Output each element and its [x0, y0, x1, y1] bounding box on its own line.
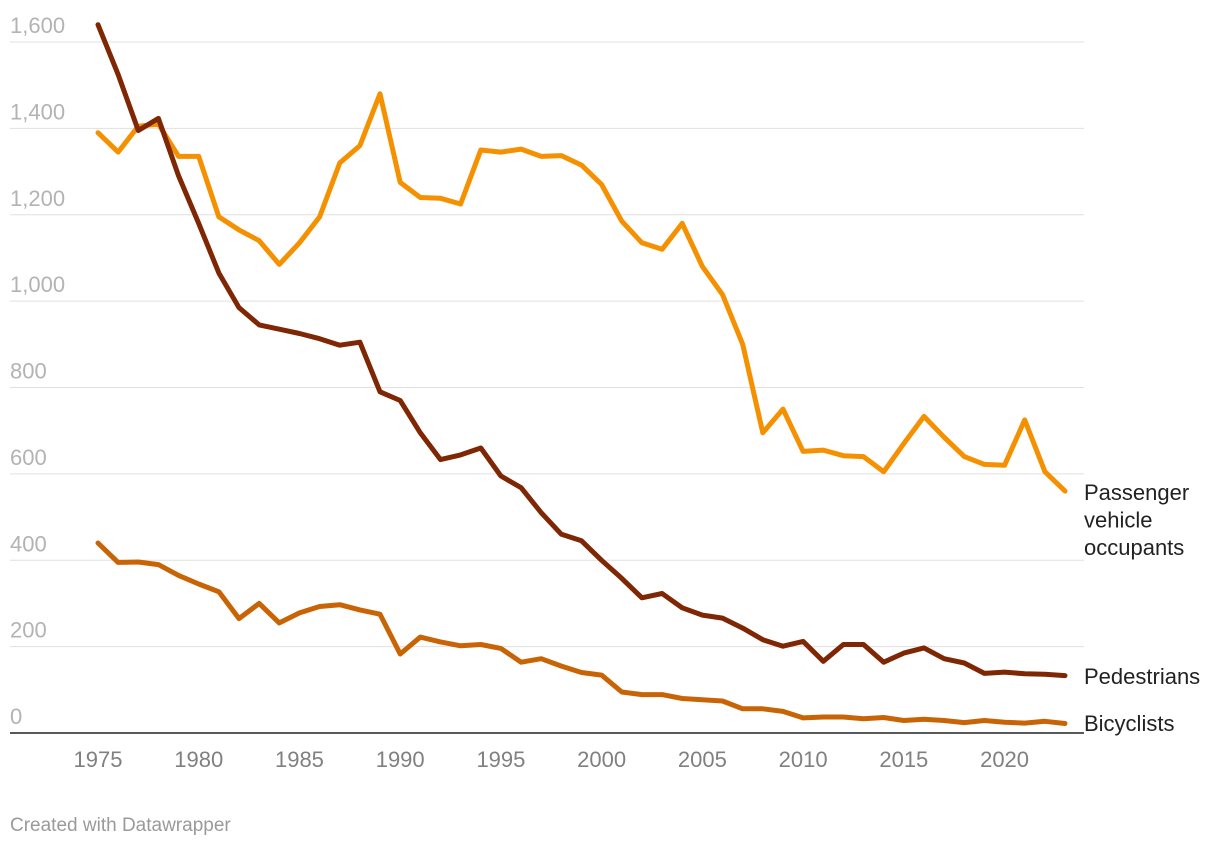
y-tick-label: 1,600: [10, 13, 65, 38]
x-tick-label: 1980: [174, 747, 223, 772]
y-tick-label: 1,200: [10, 186, 65, 211]
x-tick-label: 2000: [577, 747, 626, 772]
series-label-bicyclists: Bicyclists: [1084, 711, 1174, 736]
y-tick-label: 800: [10, 359, 47, 384]
series-label-pedestrians: Pedestrians: [1084, 664, 1200, 689]
series-line-bicyclists: [95, 540, 1068, 726]
series-line-pedestrians: [95, 22, 1068, 679]
y-tick-label: 1,000: [10, 272, 65, 297]
y-tick-label: 0: [10, 704, 22, 729]
x-tick-label: 1975: [74, 747, 123, 772]
y-tick-label: 400: [10, 531, 47, 556]
grid-lines: [10, 41, 1084, 734]
x-axis-ticks: 1975 1980 1985 1990 1995 2000 2005 2010 2015 2020: [74, 747, 1030, 772]
x-tick-label: 2005: [678, 747, 727, 772]
x-tick-label: 1990: [376, 747, 425, 772]
x-tick-label: 2015: [879, 747, 928, 772]
y-axis-ticks: 0 200 400 600 800 1,000 1,200 1,400 1,600: [10, 13, 65, 729]
series-lines: [95, 22, 1068, 726]
y-tick-label: 600: [10, 445, 47, 470]
source-credit: Created with Datawrapper: [10, 815, 231, 836]
x-tick-label: 1985: [275, 747, 324, 772]
x-tick-label: 2010: [779, 747, 828, 772]
x-tick-label: 2020: [980, 747, 1029, 772]
x-tick-label: 1995: [476, 747, 525, 772]
series-label-passenger-vehicle-occupants: Passenger: [1084, 480, 1189, 505]
series-label-passenger-vehicle-occupants: vehicle: [1084, 508, 1152, 533]
y-tick-label: 1,400: [10, 99, 65, 124]
series-line-passenger-vehicle-occupants: [95, 91, 1068, 494]
series-label-passenger-vehicle-occupants: occupants: [1084, 535, 1184, 560]
y-tick-label: 200: [10, 618, 47, 643]
